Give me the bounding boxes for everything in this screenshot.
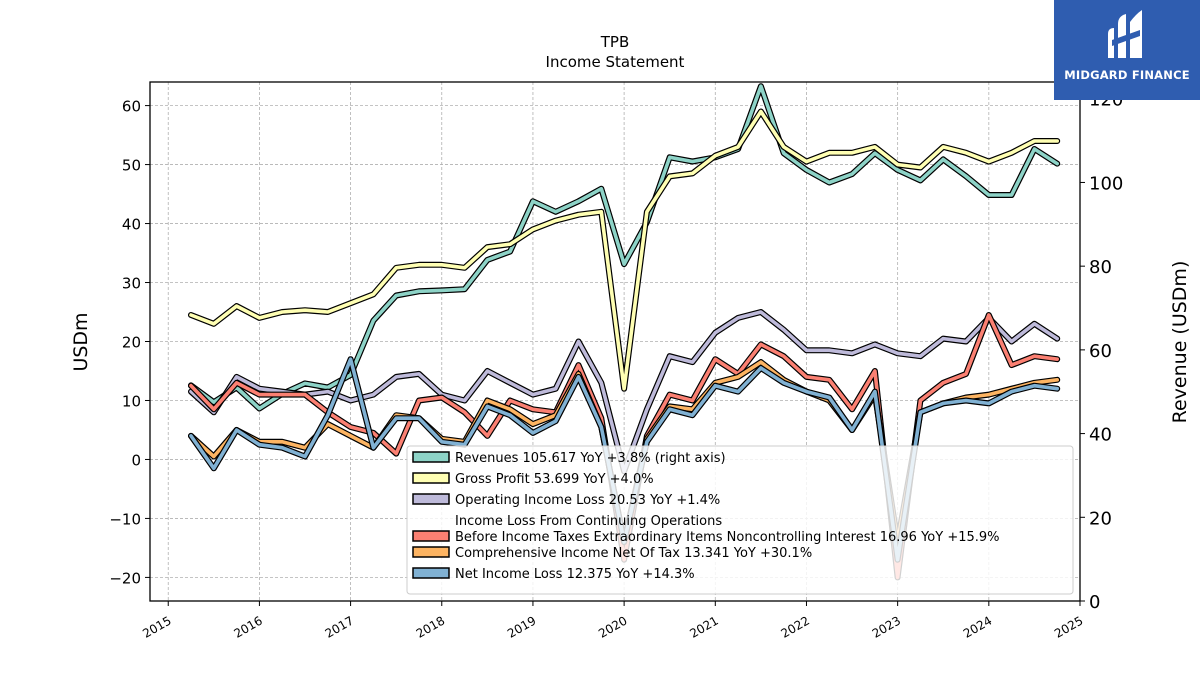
- y-tick-label-right: 80: [1089, 257, 1112, 278]
- legend-swatch-0: [412, 451, 450, 463]
- y-tick-label-right: 60: [1089, 341, 1112, 362]
- logo-text: MIDGARD FINANCE: [1064, 68, 1190, 82]
- x-tick-label: 2015: [140, 613, 173, 640]
- legend-label-1: Gross Profit 53.699 YoY +4.0%: [455, 472, 654, 487]
- y-tick-label-left: 50: [122, 157, 141, 175]
- series-line: [189, 84, 1059, 411]
- y-tick-label-left: −20: [109, 569, 141, 587]
- y-tick-label-left: −10: [109, 510, 141, 528]
- x-tick-label: 2023: [870, 613, 903, 640]
- y-tick-label-right: 0: [1089, 592, 1100, 613]
- y-tick-label-right: 40: [1089, 425, 1112, 446]
- legend: Revenues 105.617 YoY +3.8% (right axis) G…: [406, 445, 1074, 595]
- legend-swatch-3: [412, 530, 450, 542]
- y-axis-label-right: Revenue (USDm): [1169, 261, 1191, 424]
- x-tick-label: 2024: [961, 613, 994, 640]
- x-tick-label: 2016: [231, 613, 264, 640]
- y-tick-label-left: 40: [122, 216, 141, 234]
- y-axis-label-left: USDm: [70, 312, 92, 371]
- chart-title: TPB: [600, 33, 630, 51]
- y-tick-label-left: 60: [122, 98, 141, 116]
- legend-swatch-4: [412, 546, 450, 558]
- x-tick-label: 2020: [596, 613, 629, 640]
- legend-label-2: Operating Income Loss 20.53 YoY +1.4%: [455, 493, 720, 508]
- legend-label-4: Comprehensive Income Net Of Tax 13.341 Y…: [455, 546, 812, 561]
- legend-swatch-1: [412, 472, 450, 484]
- legend-label-3: Before Income Taxes Extraordinary Items …: [455, 530, 1000, 545]
- chart-subtitle: Income Statement: [546, 53, 685, 71]
- brand-logo: MIDGARD FINANCE: [1054, 0, 1200, 100]
- title-group: TPB Income Statement: [546, 33, 685, 71]
- x-tick-label: 2017: [323, 613, 356, 640]
- series-1: [188, 108, 1061, 392]
- x-tick-label: 2022: [779, 613, 812, 640]
- midgard-logo-icon: [1108, 10, 1142, 58]
- legend-label-3: Income Loss From Continuing Operations: [455, 514, 722, 529]
- y-tick-label-left: 30: [122, 275, 141, 293]
- y-tick-label-right: 20: [1089, 508, 1112, 529]
- y-tick-label-right: 100: [1089, 173, 1123, 194]
- legend-label-5: Net Income Loss 12.375 YoY +14.3%: [455, 567, 695, 582]
- y-tick-label-left: 10: [122, 392, 141, 410]
- x-tick-label: 2019: [505, 613, 538, 640]
- series-line: [189, 109, 1059, 391]
- x-tick-label: 2021: [687, 613, 720, 640]
- legend-swatch-2: [412, 493, 450, 505]
- legend-box: [406, 445, 1074, 595]
- y-tick-label-left: 20: [122, 334, 141, 352]
- legend-label-0: Revenues 105.617 YoY +3.8% (right axis): [455, 451, 726, 466]
- x-tick-label: 2018: [414, 613, 447, 640]
- series-0: [188, 83, 1061, 412]
- y-tick-label-left: 0: [131, 451, 141, 469]
- x-tick-label: 2025: [1052, 613, 1085, 640]
- legend-swatch-5: [412, 567, 450, 579]
